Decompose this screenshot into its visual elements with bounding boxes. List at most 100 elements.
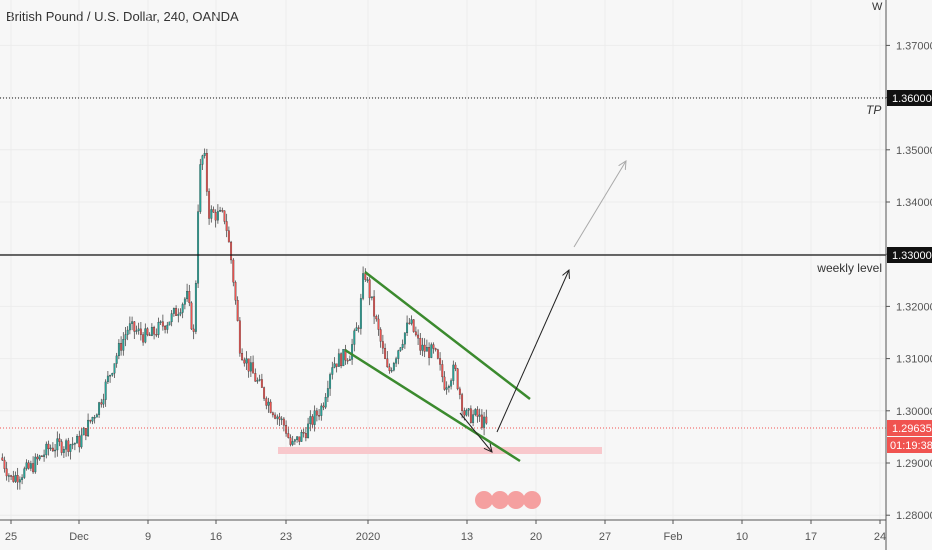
candle — [49, 444, 52, 451]
economic-events-icon[interactable] — [475, 491, 541, 509]
candle — [113, 363, 116, 379]
candle — [412, 319, 415, 333]
candle — [340, 352, 343, 369]
candle — [102, 393, 105, 408]
candle — [414, 326, 417, 337]
candle — [98, 401, 101, 418]
candle — [111, 372, 114, 377]
candle — [461, 392, 464, 419]
candle — [62, 446, 65, 459]
candle — [232, 258, 235, 287]
candle — [456, 367, 459, 391]
level-badge-1.36 — [887, 90, 932, 106]
candle — [406, 315, 409, 337]
candle — [298, 436, 301, 446]
candle — [106, 370, 109, 385]
candle — [14, 471, 17, 483]
level-badge-text: 1.33000 — [892, 250, 932, 262]
candle — [362, 266, 365, 301]
candle — [337, 348, 340, 367]
candle — [117, 339, 120, 360]
candle — [155, 328, 158, 338]
candle — [276, 414, 279, 425]
candle — [212, 206, 215, 213]
candle — [265, 396, 268, 410]
candle — [10, 474, 13, 481]
candle — [181, 302, 184, 319]
candle — [379, 327, 382, 348]
candle — [318, 408, 321, 421]
candle — [377, 314, 380, 336]
candle — [467, 407, 470, 417]
x-tick-label: 24 — [874, 531, 886, 543]
candle — [135, 325, 138, 335]
candle — [210, 205, 213, 223]
candle — [168, 321, 171, 326]
candle — [315, 407, 318, 422]
x-tick-label: 13 — [461, 531, 473, 543]
candle — [236, 296, 239, 322]
candle — [478, 408, 481, 422]
candle — [201, 154, 204, 170]
candle — [408, 317, 411, 325]
candle — [243, 357, 246, 367]
candle — [247, 358, 250, 378]
y-tick-label: 1.31000 — [896, 354, 932, 366]
candle — [293, 438, 296, 445]
candle — [373, 290, 376, 324]
candle — [267, 397, 270, 413]
candle — [223, 210, 226, 225]
candle — [392, 361, 395, 372]
candle — [175, 305, 178, 316]
candle — [348, 355, 351, 361]
candle — [186, 283, 189, 302]
candle — [78, 430, 81, 453]
candle — [335, 363, 338, 373]
candle — [58, 433, 61, 447]
candle — [344, 344, 347, 365]
candle — [302, 428, 305, 438]
candle — [157, 317, 160, 338]
last-price-text: 1.29635 — [892, 423, 932, 435]
x-tick-label: 25 — [5, 531, 17, 543]
candle — [329, 372, 332, 396]
candle — [188, 284, 191, 307]
candle — [384, 343, 387, 360]
candle — [351, 338, 354, 365]
candle — [311, 414, 314, 428]
candle — [249, 355, 252, 378]
candle — [428, 342, 431, 366]
candle — [36, 453, 39, 465]
x-tick-label: 20 — [530, 531, 542, 543]
candle — [469, 405, 472, 424]
candle — [131, 316, 134, 331]
candle — [465, 408, 468, 417]
candle — [27, 460, 30, 470]
candle — [45, 441, 48, 459]
candle — [225, 213, 228, 238]
candle — [436, 348, 439, 360]
candle — [430, 342, 433, 359]
candle — [166, 321, 169, 334]
candle — [278, 412, 281, 427]
candle — [458, 386, 461, 400]
candle — [439, 352, 442, 371]
candle — [241, 348, 244, 361]
x-tick-label: 10 — [736, 531, 748, 543]
candle — [216, 204, 219, 224]
x-tick-label: 27 — [599, 531, 611, 543]
candle — [480, 409, 483, 430]
candle — [170, 310, 173, 327]
x-tick-label: 23 — [280, 531, 292, 543]
candle — [359, 293, 362, 335]
y-tick-label: 1.30000 — [896, 406, 932, 418]
candle — [326, 380, 329, 403]
candle — [403, 332, 406, 349]
candle — [304, 427, 307, 442]
candle — [76, 434, 79, 444]
candle — [89, 419, 92, 424]
candle — [399, 347, 402, 352]
candle — [71, 437, 74, 450]
x-tick-label: 17 — [805, 531, 817, 543]
